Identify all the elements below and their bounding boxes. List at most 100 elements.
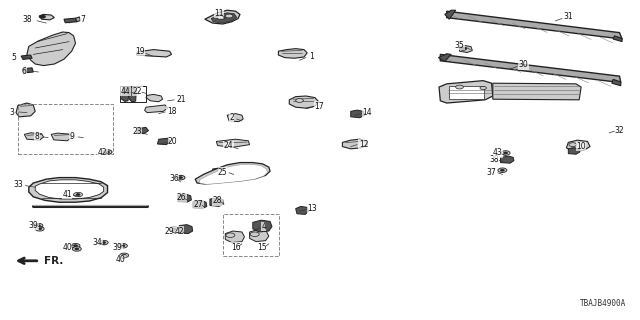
Circle shape: [504, 152, 508, 154]
Polygon shape: [205, 10, 240, 24]
Text: 16: 16: [230, 243, 241, 252]
Polygon shape: [200, 164, 268, 184]
Bar: [18, 104, 113, 154]
Text: 24: 24: [223, 141, 234, 150]
Text: 39: 39: [113, 243, 123, 252]
Text: 10: 10: [576, 142, 586, 151]
Circle shape: [74, 245, 77, 247]
Text: 18: 18: [167, 107, 176, 116]
Text: 8: 8: [35, 132, 40, 141]
Circle shape: [35, 227, 44, 231]
Polygon shape: [447, 11, 622, 39]
Polygon shape: [568, 148, 580, 154]
Text: 13: 13: [307, 204, 317, 213]
Text: 43: 43: [493, 148, 503, 157]
Circle shape: [176, 175, 185, 180]
Polygon shape: [145, 105, 168, 113]
Text: 1: 1: [309, 52, 314, 60]
Text: 11: 11: [214, 9, 223, 18]
Polygon shape: [612, 79, 621, 86]
Circle shape: [106, 151, 109, 153]
Circle shape: [118, 244, 127, 248]
Text: 42: 42: [174, 227, 184, 236]
Polygon shape: [445, 10, 456, 19]
Circle shape: [500, 169, 504, 171]
Text: 40: 40: [62, 243, 72, 252]
Text: 15: 15: [257, 243, 268, 252]
Bar: [120, 86, 146, 102]
Circle shape: [501, 151, 510, 155]
Circle shape: [456, 85, 463, 89]
Text: 25: 25: [218, 168, 228, 177]
Polygon shape: [157, 138, 170, 145]
Text: 41: 41: [62, 190, 72, 199]
Text: 23: 23: [132, 127, 142, 136]
Polygon shape: [296, 206, 308, 214]
Polygon shape: [35, 180, 104, 199]
Text: 3: 3: [9, 108, 14, 116]
Text: 38: 38: [22, 15, 32, 24]
Polygon shape: [146, 94, 163, 102]
Polygon shape: [216, 139, 250, 147]
Polygon shape: [278, 49, 307, 58]
Polygon shape: [460, 45, 472, 52]
Polygon shape: [250, 230, 269, 242]
Polygon shape: [613, 36, 622, 42]
Polygon shape: [129, 87, 136, 102]
Circle shape: [137, 127, 142, 130]
Circle shape: [76, 194, 80, 196]
Text: 42: 42: [97, 148, 108, 157]
Polygon shape: [21, 55, 32, 60]
Polygon shape: [566, 140, 590, 151]
Circle shape: [480, 86, 486, 90]
Polygon shape: [51, 133, 72, 141]
Polygon shape: [29, 178, 108, 202]
Polygon shape: [211, 13, 237, 23]
Polygon shape: [27, 32, 76, 66]
Polygon shape: [16, 103, 35, 117]
Polygon shape: [500, 156, 514, 163]
Circle shape: [75, 248, 79, 250]
Circle shape: [121, 245, 125, 247]
Circle shape: [120, 253, 129, 258]
Polygon shape: [351, 110, 365, 118]
Polygon shape: [76, 17, 81, 22]
Polygon shape: [210, 198, 223, 206]
Text: FR.: FR.: [44, 256, 63, 266]
Text: 36: 36: [169, 174, 179, 183]
Text: 2: 2: [229, 113, 234, 122]
Text: 6: 6: [22, 67, 27, 76]
Circle shape: [99, 240, 108, 245]
Circle shape: [71, 244, 80, 248]
Polygon shape: [289, 96, 319, 108]
Text: 26: 26: [177, 193, 187, 202]
Circle shape: [172, 228, 176, 230]
Circle shape: [38, 228, 42, 230]
Polygon shape: [342, 139, 367, 149]
Text: 30: 30: [518, 60, 529, 69]
Circle shape: [102, 242, 106, 244]
Circle shape: [250, 232, 259, 236]
Text: 44: 44: [120, 87, 131, 96]
Circle shape: [296, 99, 303, 102]
Text: 38: 38: [489, 155, 499, 164]
Text: 20: 20: [168, 137, 178, 146]
Circle shape: [39, 15, 45, 18]
Text: 12: 12: [359, 140, 368, 148]
Polygon shape: [212, 166, 248, 174]
Polygon shape: [178, 194, 191, 202]
Polygon shape: [227, 114, 243, 122]
Polygon shape: [24, 133, 44, 140]
Text: 34: 34: [92, 238, 102, 247]
Polygon shape: [440, 54, 621, 83]
Circle shape: [122, 254, 126, 256]
Circle shape: [103, 150, 112, 154]
Circle shape: [498, 168, 507, 172]
Polygon shape: [193, 200, 207, 209]
Circle shape: [74, 192, 83, 197]
Text: 22: 22: [133, 87, 142, 96]
Circle shape: [170, 227, 179, 231]
Polygon shape: [179, 225, 193, 234]
Text: 4: 4: [261, 222, 266, 231]
Polygon shape: [439, 81, 493, 103]
